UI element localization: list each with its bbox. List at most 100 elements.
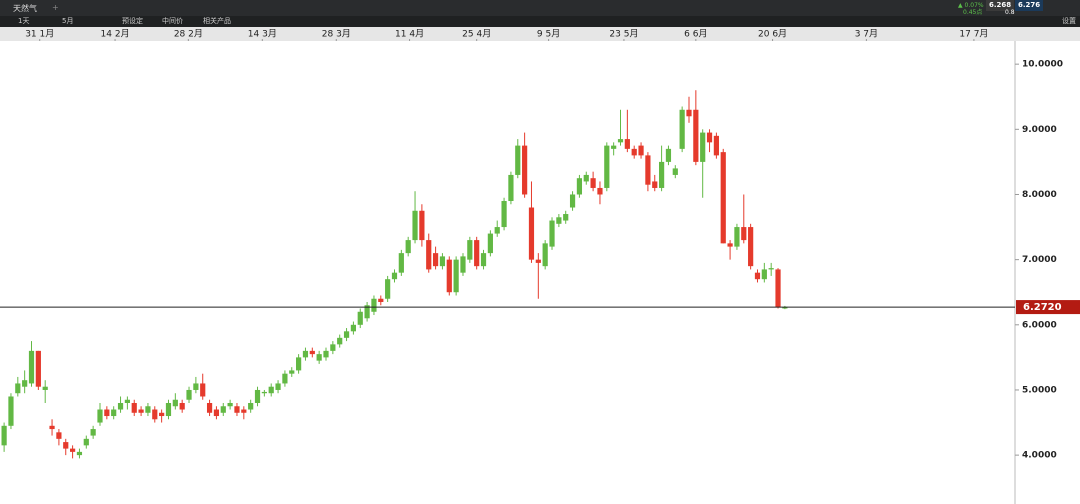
x-tick-label: 17 7月: [959, 29, 988, 40]
candle-body: [213, 409, 220, 417]
x-tick-label: 23 5月: [609, 29, 638, 40]
candle-body: [28, 350, 35, 384]
candle-body: [494, 227, 500, 234]
change-points: 0.45点: [963, 9, 983, 16]
candle-body: [227, 402, 233, 407]
candle-body: [357, 311, 363, 325]
x-tick-label: 6 6月: [684, 29, 707, 40]
candle-body: [515, 145, 521, 175]
candle-body: [124, 399, 130, 403]
candle-body: [453, 259, 459, 293]
chart: 31 1月 14 2月 28 2月 14 3月 28 3月 11 4月 25 4月 9 5月 2…: [0, 27, 1080, 504]
period-select[interactable]: 1天: [18, 17, 30, 25]
y-tick-label: 6.0000: [1022, 320, 1057, 330]
candle-body: [296, 357, 302, 371]
candle-body: [49, 425, 55, 430]
candle-body: [309, 350, 315, 355]
candle-body: [432, 253, 439, 267]
candle-body: [467, 240, 473, 260]
candle-body: [542, 243, 548, 267]
candle-body: [501, 200, 507, 228]
preset-button[interactable]: 预设定: [122, 17, 143, 25]
candle-body: [179, 402, 185, 410]
candle-body: [426, 240, 432, 270]
candle-body: [104, 409, 110, 417]
buy-price[interactable]: 6.276: [1015, 0, 1044, 11]
candle-body: [563, 214, 569, 221]
candle-body: [248, 402, 254, 410]
settings-button[interactable]: 设置: [1062, 17, 1076, 25]
candle-body: [597, 187, 603, 195]
mid-price-button[interactable]: 中间价: [162, 17, 183, 25]
y-tick-label: 8.0000: [1022, 190, 1057, 200]
candle-body: [474, 240, 480, 267]
candle-body: [658, 161, 665, 188]
instrument-tab[interactable]: 天然气: [13, 4, 37, 13]
candle-body: [611, 145, 617, 149]
candle-body: [241, 409, 247, 413]
x-tick-label: 25 4月: [462, 29, 491, 40]
candle-body: [371, 298, 377, 312]
candle-body: [275, 383, 281, 390]
candle-body: [439, 256, 446, 267]
candle-body: [672, 168, 678, 175]
sell-price[interactable]: 6.268: [986, 0, 1015, 11]
candle-body: [1, 425, 7, 446]
candle-body: [665, 148, 672, 162]
current-price-label: 6.2720: [1023, 302, 1062, 313]
candle-body: [56, 432, 62, 439]
y-tick-label: 4.0000: [1022, 451, 1057, 461]
date-axis-bg: [0, 27, 1080, 41]
candle-body: [42, 386, 48, 390]
candle-body: [337, 337, 343, 345]
add-tab[interactable]: +: [52, 3, 59, 12]
candle-body: [528, 207, 535, 260]
candle-body: [761, 269, 767, 280]
candle-body: [282, 373, 288, 384]
candle-body: [583, 174, 589, 182]
candle-body: [200, 383, 206, 397]
candle-body: [378, 298, 384, 302]
candle-body: [741, 227, 747, 241]
candle-body: [638, 145, 644, 156]
candle-body: [727, 243, 733, 247]
candle-body: [35, 350, 41, 387]
x-tick-label: 28 3月: [322, 29, 351, 40]
candle-body: [206, 402, 213, 413]
range-select[interactable]: 5月: [62, 17, 74, 25]
candle-body: [652, 181, 658, 188]
candle-body: [782, 307, 788, 309]
spread: 0.8: [1005, 9, 1015, 16]
candle-body: [446, 259, 452, 293]
candle-body: [343, 331, 350, 338]
candle-body: [713, 135, 719, 156]
y-tick-label: 9.0000: [1022, 125, 1057, 135]
candle-body: [63, 442, 69, 449]
title-bar: 天然气 + ▲ 0.07% 0.45点 6.268 6.276 0.8: [0, 0, 1080, 16]
candle-body: [97, 409, 103, 423]
candle-body: [289, 370, 295, 374]
candle-body: [419, 210, 425, 241]
candle-body: [152, 409, 158, 420]
x-tick-label: 11 4月: [395, 29, 424, 40]
candle-body: [700, 132, 706, 162]
candle-body: [706, 132, 713, 143]
candle-body: [624, 139, 630, 149]
candle-body: [391, 272, 398, 280]
candle-body: [220, 406, 226, 413]
candle-body: [186, 389, 192, 400]
candle-body: [768, 268, 774, 270]
related-button[interactable]: 相关产品: [203, 17, 231, 25]
candle-body: [645, 155, 651, 185]
candle-body: [480, 253, 487, 267]
candle-body: [330, 344, 336, 351]
candle-body: [254, 389, 261, 403]
candle-body: [22, 380, 28, 387]
candle-body: [549, 220, 555, 247]
candle-body: [748, 227, 754, 267]
candle-body: [172, 399, 178, 407]
candle-body: [535, 259, 541, 263]
candle-body: [576, 178, 583, 195]
candle-body: [487, 233, 493, 254]
